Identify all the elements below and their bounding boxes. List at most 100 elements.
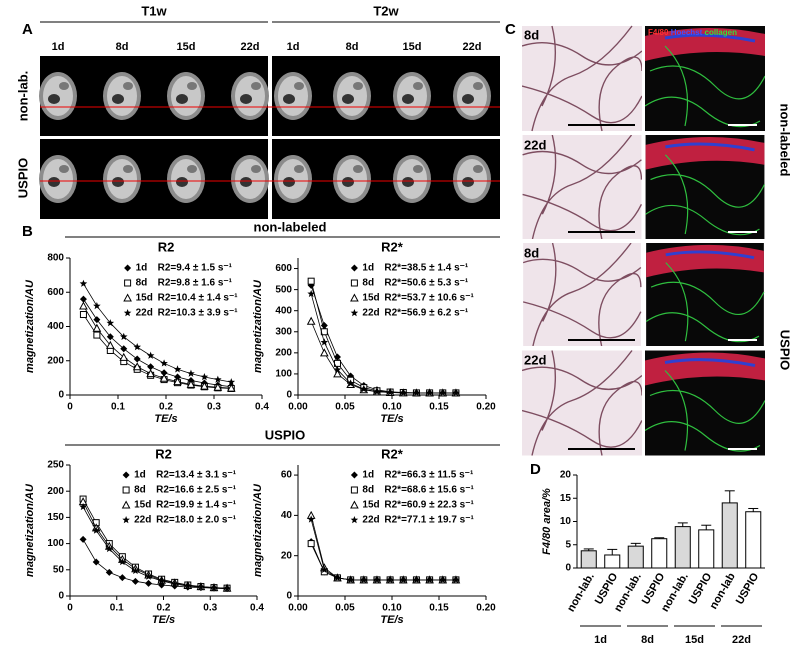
y-tick-label: 200 — [275, 347, 292, 358]
legend-label: 22d — [362, 308, 379, 319]
y-tick-label: 100 — [47, 538, 64, 549]
y-axis-label: magnetization/AU — [252, 483, 264, 577]
panel-label: A — [22, 21, 33, 38]
y-tick-label: 400 — [275, 305, 292, 316]
day-label: 1d — [52, 41, 65, 53]
panel-label: C — [505, 21, 516, 38]
x-tick-label: 0.05 — [335, 402, 355, 413]
data-point — [412, 388, 421, 397]
data-point — [157, 576, 166, 585]
stain-label: Hoechst — [671, 28, 703, 37]
data-point — [132, 362, 142, 371]
y-tick-label: 60 — [281, 470, 293, 481]
panel-label: D — [530, 461, 541, 478]
data-point — [146, 351, 155, 359]
y-axis-label: magnetization/AU — [252, 279, 264, 373]
data-point — [133, 343, 141, 351]
legend-marker — [122, 486, 130, 494]
y-tick-label: 100 — [275, 369, 292, 380]
data-point — [386, 388, 394, 396]
data-point — [131, 566, 140, 575]
data-point — [452, 575, 460, 584]
data-point — [79, 535, 87, 543]
legend-label: 8d — [136, 278, 148, 289]
y-tick-label: 800 — [47, 253, 64, 264]
legend-marker — [350, 486, 358, 494]
bar — [627, 545, 644, 569]
group-label: non-labeled — [778, 104, 793, 177]
column-title: T1w — [141, 3, 167, 18]
data-point — [146, 369, 155, 378]
data-point — [200, 373, 209, 381]
legend-marker — [124, 279, 132, 287]
stain-label: F4/80 — [648, 28, 669, 37]
x-tick-label: 0 — [67, 603, 73, 614]
legend-marker — [350, 500, 359, 509]
data-point — [452, 388, 460, 397]
y-axis-label: magnetization/AU — [24, 279, 36, 373]
data-point — [306, 316, 316, 325]
column-title: T2w — [373, 3, 399, 18]
bar — [580, 550, 597, 569]
data-point — [92, 558, 100, 566]
data-point — [79, 301, 88, 310]
legend-marker — [122, 516, 130, 524]
y-tick-label: 20 — [281, 550, 293, 561]
data-point — [147, 363, 155, 371]
data-point — [307, 540, 315, 548]
legend-fit: R2=16.6 ± 2.5 s⁻¹ — [156, 485, 237, 496]
x-tick-label: 0.1 — [111, 402, 125, 413]
legend-marker — [124, 264, 132, 272]
data-point — [159, 373, 169, 382]
y-tick-label: 200 — [47, 486, 64, 497]
day-label: 8d — [116, 41, 129, 53]
x-tick-label: 0.3 — [203, 603, 217, 614]
x-tick-label: 0.00 — [288, 402, 308, 413]
legend-fit: R2=19.9 ± 1.4 s⁻¹ — [156, 500, 237, 511]
day-label: 22d — [524, 137, 546, 152]
data-point — [213, 382, 223, 391]
x-tick-label: 0 — [67, 402, 73, 413]
legend-fit: R2=10.4 ± 1.4 s⁻¹ — [158, 293, 239, 304]
data-point — [105, 568, 113, 576]
chart-title: R2* — [381, 239, 404, 254]
series-line — [83, 314, 232, 389]
x-tick-label: 0.2 — [157, 603, 171, 614]
y-tick-label: 150 — [47, 512, 64, 523]
series-line — [83, 283, 232, 383]
data-point — [118, 574, 126, 582]
row-label: USPIO — [15, 158, 30, 198]
x-tick-label: 0.20 — [476, 402, 496, 413]
data-point — [106, 333, 114, 341]
x-axis-label: TE/s — [380, 413, 403, 425]
x-tick-label: 0.2 — [159, 402, 173, 413]
x-tick-label: 0.3 — [207, 402, 221, 413]
data-point — [133, 355, 141, 363]
data-point — [412, 575, 421, 584]
group-label: 8d — [641, 634, 654, 646]
legend-marker — [350, 516, 359, 524]
series-line — [82, 498, 228, 589]
legend-fit: R2=13.4 ± 3.1 s⁻¹ — [156, 470, 237, 481]
data-point — [346, 379, 355, 387]
data-point — [119, 352, 129, 361]
legend-marker — [350, 264, 358, 272]
data-point — [333, 369, 342, 378]
x-tick-label: USPIO — [734, 571, 762, 607]
legend-label: 15d — [362, 500, 379, 511]
data-point — [438, 388, 447, 397]
data-point — [320, 565, 329, 574]
data-point — [200, 381, 209, 390]
data-point — [93, 316, 101, 324]
legend-label: 1d — [362, 470, 374, 481]
x-tick-label: 0.15 — [429, 603, 449, 614]
legend-label: 22d — [362, 515, 379, 526]
x-axis-label: TE/s — [152, 614, 175, 626]
group-label: 15d — [685, 634, 704, 646]
data-point — [131, 577, 139, 585]
y-axis-label: F4/80 area/% — [541, 488, 553, 555]
legend-label: 22d — [136, 308, 153, 319]
legend-fit: R2*=66.3 ± 11.5 s⁻¹ — [384, 470, 474, 481]
legend-fit: R2*=53.7 ± 10.6 s⁻¹ — [384, 293, 474, 304]
data-point — [92, 323, 102, 332]
